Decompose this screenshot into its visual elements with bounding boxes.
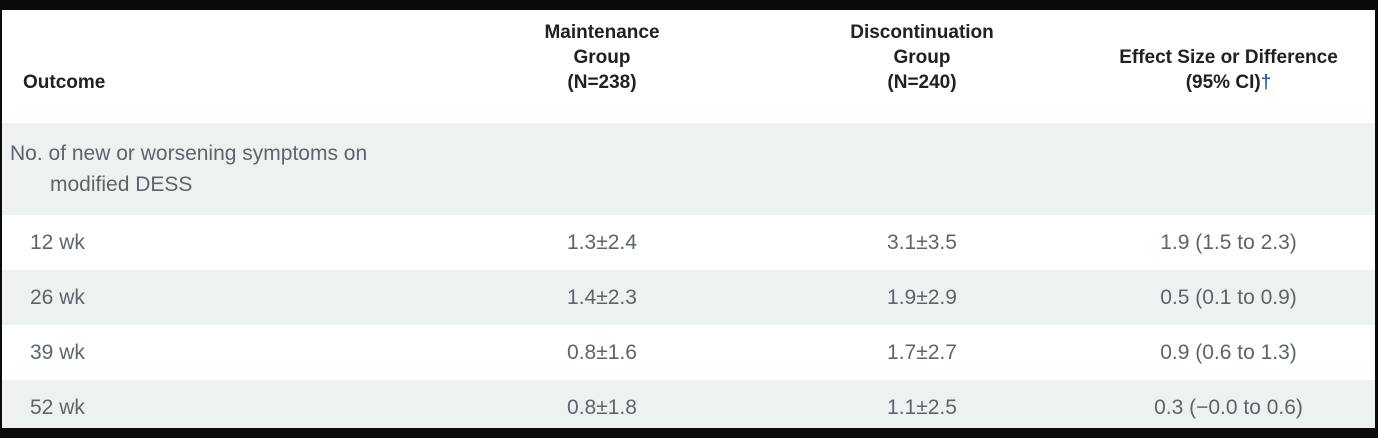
cell-maintenance: 0.8±1.8 bbox=[567, 395, 637, 419]
header-discontinuation-group: Discontinuation Group (N=240) bbox=[762, 10, 1082, 123]
cell-effect: 0.3 (−0.0 to 0.6) bbox=[1154, 395, 1303, 419]
cell-effect: 1.9 (1.5 to 2.3) bbox=[1160, 230, 1297, 254]
table-row-12wk: 12 wk 1.3±2.4 3.1±3.5 1.9 (1.5 to 2.3) bbox=[2, 215, 1375, 270]
cell-discontinuation: 1.7±2.7 bbox=[887, 340, 957, 364]
cell-discontinuation: 1.9±2.9 bbox=[887, 285, 957, 309]
cell-outcome: 52 wk bbox=[30, 395, 85, 419]
cell-maintenance bbox=[442, 123, 762, 215]
table-row-26wk: 26 wk 1.4±2.3 1.9±2.9 0.5 (0.1 to 0.9) bbox=[2, 270, 1375, 325]
cell-discontinuation: 3.1±3.5 bbox=[887, 230, 957, 254]
header-effect-ci: (95% CI) bbox=[1185, 72, 1261, 93]
header-discontinuation-line-1: Discontinuation bbox=[850, 22, 994, 43]
cell-maintenance: 1.4±2.3 bbox=[567, 285, 637, 309]
header-maintenance-line-3: (N=238) bbox=[567, 72, 637, 93]
cell-maintenance: 0.8±1.6 bbox=[567, 340, 637, 364]
cell-effect: 0.9 (0.6 to 1.3) bbox=[1160, 340, 1297, 364]
header-effect-line-2: (95% CI)† bbox=[1082, 70, 1375, 95]
table-row-section: No. of new or worsening symptoms on modi… bbox=[2, 123, 1375, 215]
header-effect-line-1: Effect Size or Difference bbox=[1119, 47, 1338, 68]
cell-discontinuation bbox=[762, 123, 1082, 215]
cell-section-outcome: No. of new or worsening symptoms on modi… bbox=[2, 123, 442, 215]
header-maintenance-line-2: Group bbox=[573, 47, 631, 68]
cell-outcome: 26 wk bbox=[30, 285, 85, 309]
header-effect-size: Effect Size or Difference (95% CI)† bbox=[1082, 10, 1375, 123]
cell-outcome: 12 wk bbox=[30, 230, 85, 254]
section-label-line-2: modified DESS bbox=[50, 173, 193, 196]
dagger-footnote-marker: † bbox=[1260, 72, 1272, 93]
cell-effect bbox=[1082, 123, 1375, 215]
cell-effect: 0.5 (0.1 to 0.9) bbox=[1160, 285, 1297, 309]
header-discontinuation-line-3: (N=240) bbox=[887, 72, 957, 93]
cell-outcome: 39 wk bbox=[30, 340, 85, 364]
header-maintenance-group: Maintenance Group (N=238) bbox=[442, 10, 762, 123]
table-row-52wk: 52 wk 0.8±1.8 1.1±2.5 0.3 (−0.0 to 0.6) bbox=[2, 380, 1375, 428]
header-discontinuation-line-2: Group bbox=[893, 47, 951, 68]
outcomes-table: Outcome Maintenance Group (N=238) Discon… bbox=[2, 10, 1375, 428]
header-row: Outcome Maintenance Group (N=238) Discon… bbox=[2, 10, 1375, 123]
header-outcome: Outcome bbox=[23, 72, 106, 93]
header-maintenance-line-1: Maintenance bbox=[544, 22, 660, 43]
cell-maintenance: 1.3±2.4 bbox=[567, 230, 637, 254]
section-label-line-1: No. of new or worsening symptoms on bbox=[10, 142, 368, 165]
table-row-39wk: 39 wk 0.8±1.6 1.7±2.7 0.9 (0.6 to 1.3) bbox=[2, 325, 1375, 380]
cell-discontinuation: 1.1±2.5 bbox=[887, 395, 957, 419]
